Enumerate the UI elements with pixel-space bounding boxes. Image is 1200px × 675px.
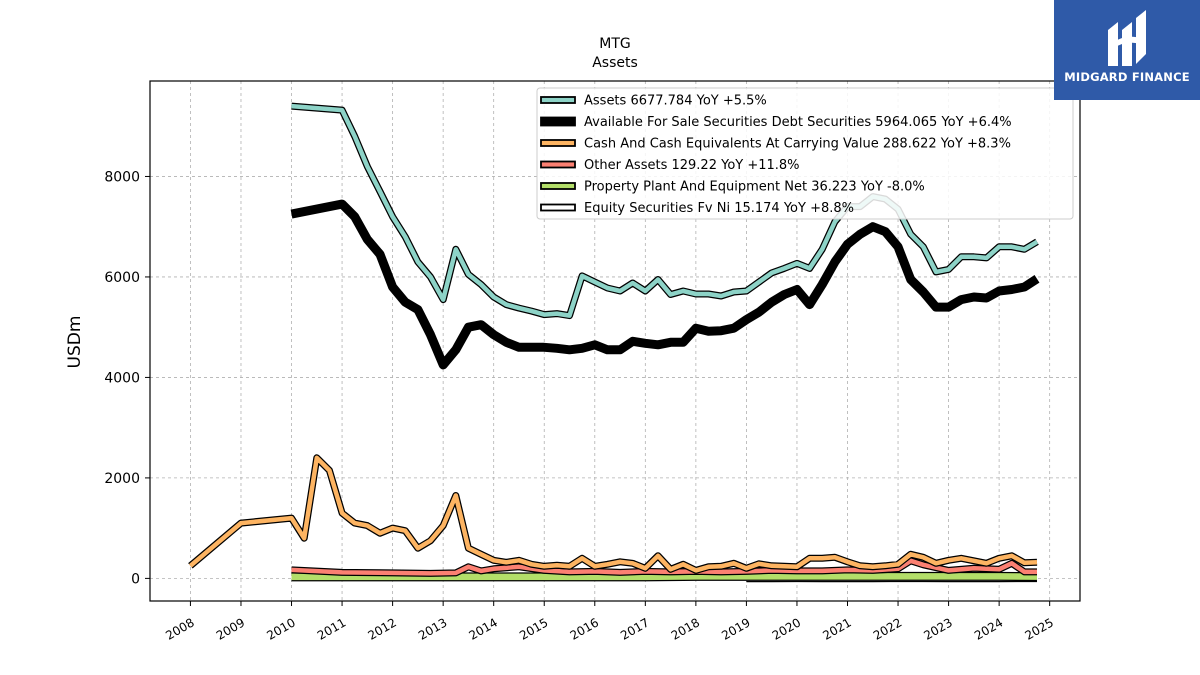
legend-label: Available For Sale Securities Debt Secur… bbox=[584, 115, 1012, 130]
y-tick-label: 8000 bbox=[104, 169, 140, 185]
legend-swatch bbox=[540, 139, 576, 147]
chart-subtitle: Assets bbox=[592, 55, 638, 71]
x-tick-label: 2022 bbox=[871, 615, 904, 642]
legend-box bbox=[536, 87, 1074, 220]
x-tick-label: 2020 bbox=[770, 615, 803, 642]
brand-logo: MIDGARD FINANCE bbox=[1054, 0, 1200, 100]
legend-label: Assets 6677.784 YoY +5.5% bbox=[584, 94, 767, 109]
x-tick-label: 2011 bbox=[315, 615, 348, 642]
x-tick-label: 2008 bbox=[163, 615, 196, 642]
x-tick-label: 2021 bbox=[820, 615, 853, 642]
series-line-2 bbox=[188, 455, 1038, 573]
y-tick-label: 4000 bbox=[104, 370, 140, 386]
x-tick-label: 2013 bbox=[416, 615, 449, 642]
legend-swatch bbox=[540, 116, 576, 127]
x-tick-label: 2024 bbox=[972, 615, 1005, 642]
series-group bbox=[188, 102, 1040, 583]
logo-mark-icon bbox=[1108, 10, 1146, 66]
x-tick-label: 2010 bbox=[264, 615, 297, 642]
y-tick-label: 6000 bbox=[104, 270, 140, 286]
x-tick-label: 2017 bbox=[618, 615, 651, 642]
plot-frame bbox=[149, 80, 1081, 602]
legend-label: Equity Securities Fv Ni 15.174 YoY +8.8% bbox=[584, 201, 854, 216]
legend-label: Cash And Cash Equivalents At Carrying Va… bbox=[584, 137, 1011, 152]
x-tick-label: 2015 bbox=[517, 615, 550, 642]
series-line-4 bbox=[291, 573, 1038, 581]
legend-label: Other Assets 129.22 YoY +11.8% bbox=[584, 158, 800, 173]
x-tick-label: 2009 bbox=[214, 615, 247, 642]
legend-swatch bbox=[540, 182, 576, 190]
y-tick-label: 2000 bbox=[104, 471, 140, 487]
logo-text: MIDGARD FINANCE bbox=[1064, 70, 1190, 84]
legend-swatch bbox=[540, 203, 576, 212]
y-axis-label: USDm bbox=[65, 316, 85, 369]
y-tick-label: 0 bbox=[131, 571, 140, 587]
x-tick-label: 2023 bbox=[921, 615, 954, 642]
legend-swatch bbox=[540, 160, 576, 169]
legend: Assets 6677.784 YoY +5.5% Available For S… bbox=[536, 87, 1074, 220]
chart-title: MTG bbox=[599, 36, 630, 52]
x-tick-label: 2025 bbox=[1023, 615, 1056, 642]
x-tick-label: 2019 bbox=[719, 615, 752, 642]
series-line-0 bbox=[291, 103, 1039, 318]
x-tick-label: 2018 bbox=[669, 615, 702, 642]
x-tick-label: 2012 bbox=[365, 615, 398, 642]
legend-swatch bbox=[540, 96, 576, 104]
legend-label: Property Plant And Equipment Net 36.223 … bbox=[584, 180, 925, 195]
series-line-outline-1 bbox=[290, 199, 1040, 370]
series-line-3 bbox=[291, 558, 1037, 576]
x-tick-label: 2014 bbox=[467, 615, 500, 642]
x-tick-label: 2016 bbox=[568, 615, 601, 642]
